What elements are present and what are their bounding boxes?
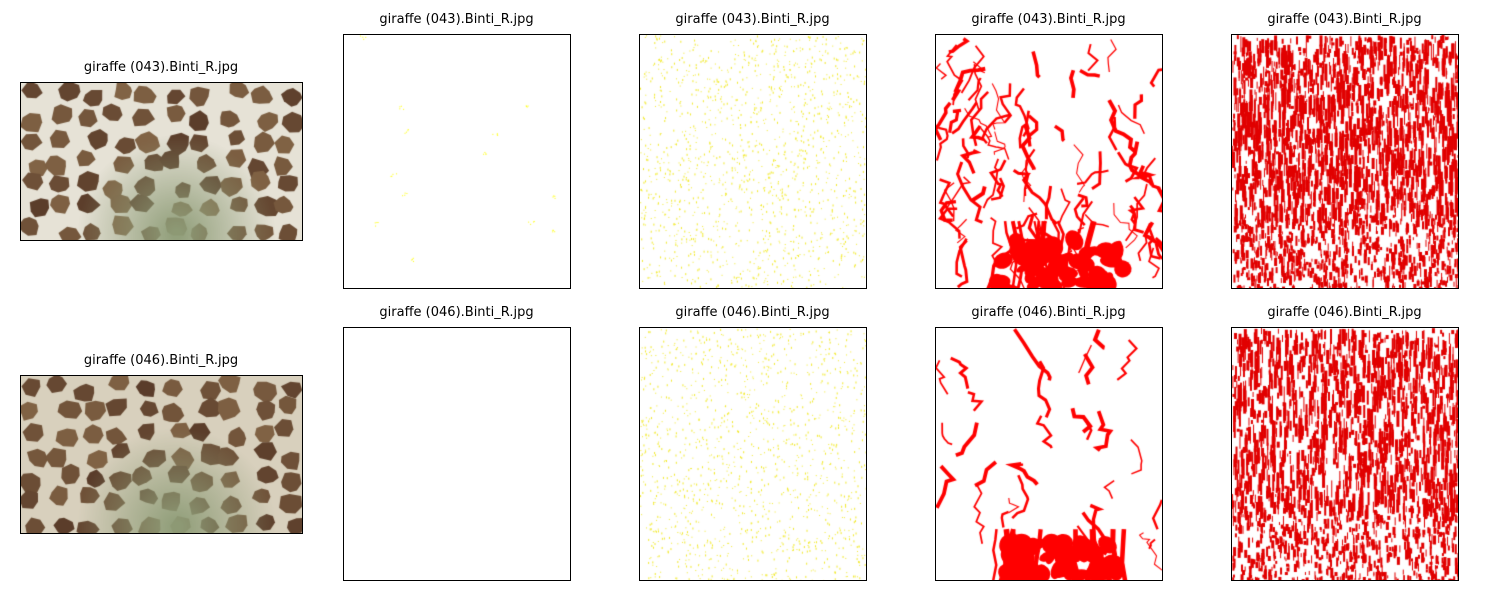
red-texture-mask-canvas bbox=[1232, 35, 1458, 288]
dense-yellow-mask-r2 bbox=[639, 327, 867, 581]
panel-title-r1-c4: giraffe (043).Binti_R.jpg bbox=[971, 12, 1126, 27]
panel-title-r1-c2: giraffe (043).Binti_R.jpg bbox=[379, 12, 534, 27]
panel-title-r2-c4: giraffe (046).Binti_R.jpg bbox=[971, 305, 1126, 320]
panel-title-r2-c3: giraffe (046).Binti_R.jpg bbox=[675, 305, 830, 320]
dense-yellow-mask-r1 bbox=[639, 34, 867, 289]
dense-yellow-mask-canvas bbox=[640, 35, 866, 288]
dense-yellow-mask-canvas bbox=[640, 328, 866, 580]
red-blob-mask-r2 bbox=[935, 327, 1163, 581]
panel-title-r2-c1: giraffe (046).Binti_R.jpg bbox=[83, 353, 239, 368]
giraffe-photo-r2 bbox=[20, 375, 303, 534]
giraffe-photo-canvas bbox=[21, 376, 302, 533]
sparse-yellow-mask-r1 bbox=[343, 34, 571, 289]
giraffe-photo-canvas bbox=[21, 83, 302, 240]
giraffe-photo-r1 bbox=[20, 82, 303, 241]
red-blob-mask-canvas bbox=[936, 35, 1162, 288]
panel-title-r2-c5: giraffe (046).Binti_R.jpg bbox=[1267, 305, 1422, 320]
panel-title-r1-c5: giraffe (043).Binti_R.jpg bbox=[1267, 12, 1422, 27]
sparse-yellow-mask-canvas bbox=[344, 328, 570, 580]
red-texture-mask-canvas bbox=[1232, 328, 1458, 580]
red-blob-mask-canvas bbox=[936, 328, 1162, 580]
panel-title-r2-c2: giraffe (046).Binti_R.jpg bbox=[379, 305, 534, 320]
panel-title-r1-c1: giraffe (043).Binti_R.jpg bbox=[83, 60, 239, 75]
red-texture-mask-r1 bbox=[1231, 34, 1459, 289]
red-texture-mask-r2 bbox=[1231, 327, 1459, 581]
sparse-yellow-mask-r2 bbox=[343, 327, 571, 581]
red-blob-mask-r1 bbox=[935, 34, 1163, 289]
sparse-yellow-mask-canvas bbox=[344, 35, 570, 288]
panel-title-r1-c3: giraffe (043).Binti_R.jpg bbox=[675, 12, 830, 27]
